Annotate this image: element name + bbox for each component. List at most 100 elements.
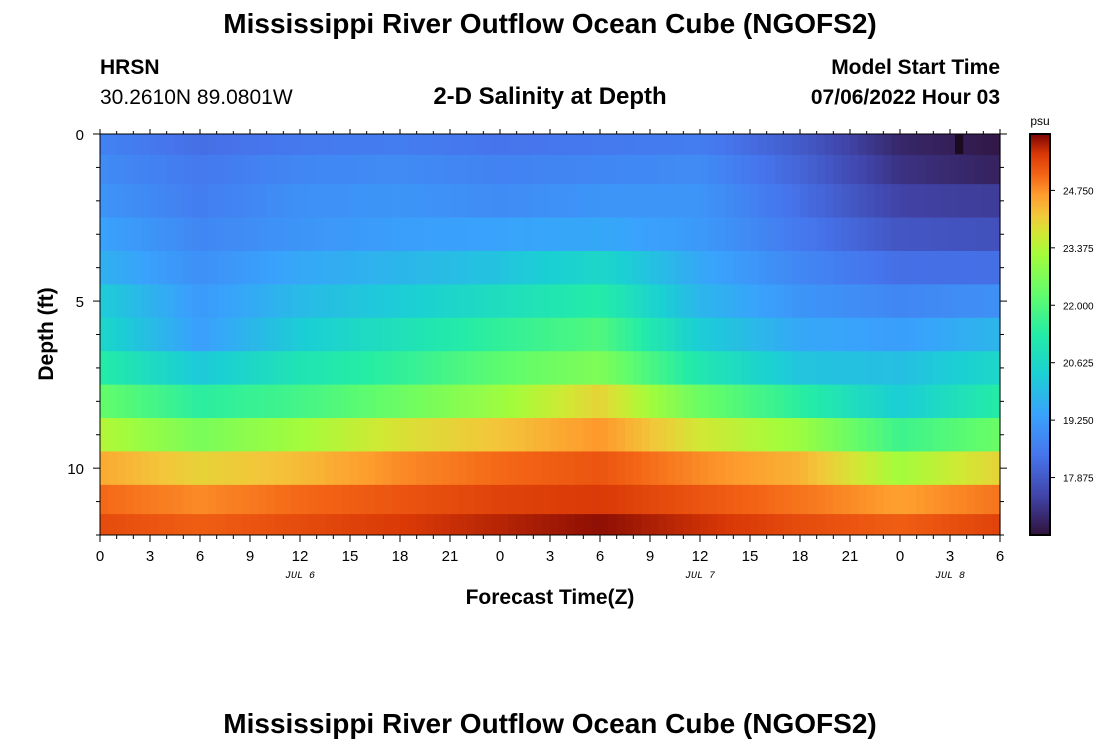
heatmap-cell	[758, 384, 768, 419]
heatmap-cell	[158, 451, 168, 486]
heatmap-cell	[325, 134, 334, 156]
heatmap-cell	[900, 451, 909, 486]
heatmap-cell	[633, 154, 643, 185]
heatmap-cell	[791, 384, 801, 419]
x-tick-label: 18	[792, 548, 809, 565]
heatmap-cell	[691, 514, 701, 536]
heatmap-cell	[583, 418, 593, 452]
heatmap-cell	[475, 250, 484, 285]
heatmap-cell	[358, 514, 368, 536]
heatmap-cell	[175, 250, 184, 285]
heatmap-cell	[575, 484, 584, 515]
heatmap-cell	[575, 351, 584, 386]
heatmap-cell	[350, 317, 359, 352]
heatmap-cell	[600, 418, 609, 452]
heatmap-cell	[591, 250, 601, 285]
heatmap-cell	[683, 384, 693, 419]
heatmap-cell	[875, 154, 884, 185]
heatmap-cell	[291, 284, 301, 319]
heatmap-cell	[941, 184, 951, 218]
heatmap-cell	[558, 514, 568, 536]
heatmap-cell	[366, 484, 376, 515]
heatmap-cell	[575, 514, 584, 536]
heatmap-cell	[983, 484, 993, 515]
heatmap-cell	[383, 184, 393, 218]
heatmap-cell	[916, 317, 926, 352]
heatmap-cell	[183, 154, 193, 185]
heatmap-cell	[216, 484, 226, 515]
heatmap-cell	[600, 284, 609, 319]
heatmap-cell	[108, 451, 118, 486]
heatmap-cell	[216, 134, 226, 156]
heatmap-cell	[550, 250, 559, 285]
heatmap-cell	[958, 451, 968, 486]
heatmap-cell	[775, 184, 784, 218]
heatmap-cell	[733, 184, 743, 218]
heatmap-cell	[483, 217, 493, 252]
heatmap-cell	[325, 484, 334, 515]
heatmap-cell	[191, 351, 201, 386]
heatmap-cell	[650, 351, 659, 386]
heatmap-cell	[500, 351, 509, 386]
heatmap-cell	[266, 418, 276, 452]
heatmap-cell	[325, 217, 334, 252]
heatmap-cell	[541, 184, 551, 218]
heatmap-cell	[350, 250, 359, 285]
heatmap-cell	[308, 134, 318, 156]
heatmap-cell	[283, 284, 293, 319]
heatmap-cell	[566, 217, 576, 252]
heatmap-cell	[408, 418, 418, 452]
heatmap-cell	[500, 484, 509, 515]
heatmap-cell	[408, 284, 418, 319]
heatmap-cell	[675, 418, 684, 452]
heatmap-cell	[283, 154, 293, 185]
heatmap-cell	[433, 484, 443, 515]
heatmap-cell	[775, 514, 784, 536]
heatmap-cell	[858, 384, 868, 419]
heatmap-cell	[866, 451, 876, 486]
heatmap-cell	[283, 250, 293, 285]
heatmap-cell	[533, 134, 543, 156]
heatmap-cell	[866, 284, 876, 319]
heatmap-cell	[308, 284, 318, 319]
heatmap-cell	[700, 284, 709, 319]
heatmap-cell	[683, 134, 693, 156]
heatmap-cell	[308, 217, 318, 252]
heatmap-cell	[241, 284, 251, 319]
heatmap-cell	[766, 418, 776, 452]
heatmap-cell	[933, 351, 943, 386]
heatmap-cell	[475, 384, 484, 419]
heatmap-cell	[358, 217, 368, 252]
heatmap-cell	[916, 418, 926, 452]
heatmap-cell	[966, 134, 976, 156]
heatmap-cell	[983, 351, 993, 386]
heatmap-cell	[791, 217, 801, 252]
heatmap-cell	[608, 250, 618, 285]
heatmap-cell	[266, 184, 276, 218]
heatmap-cell	[958, 217, 968, 252]
heatmap-cell	[883, 418, 893, 452]
heatmap-cell	[508, 217, 518, 252]
heatmap-cell	[791, 154, 801, 185]
heatmap-cell	[783, 217, 793, 252]
heatmap-cell	[425, 451, 434, 486]
heatmap-cell	[816, 184, 826, 218]
heatmap-cell	[708, 351, 718, 386]
heatmap-cell	[141, 217, 151, 252]
x-tick-label: 9	[646, 548, 654, 565]
heatmap-cell	[275, 484, 284, 515]
heatmap-cell	[941, 317, 951, 352]
heatmap-cell	[683, 250, 693, 285]
heatmap-cell	[991, 184, 1001, 218]
heatmap-cell	[341, 250, 351, 285]
heatmap-cell	[366, 384, 376, 419]
heatmap-cell	[708, 154, 718, 185]
heatmap-cell	[241, 250, 251, 285]
heatmap-cell	[525, 284, 534, 319]
heatmap-cell	[233, 217, 243, 252]
heatmap-cell	[941, 154, 951, 185]
heatmap-cell	[700, 484, 709, 515]
heatmap-cell	[491, 250, 501, 285]
heatmap-cell	[958, 418, 968, 452]
heatmap-cell	[683, 284, 693, 319]
